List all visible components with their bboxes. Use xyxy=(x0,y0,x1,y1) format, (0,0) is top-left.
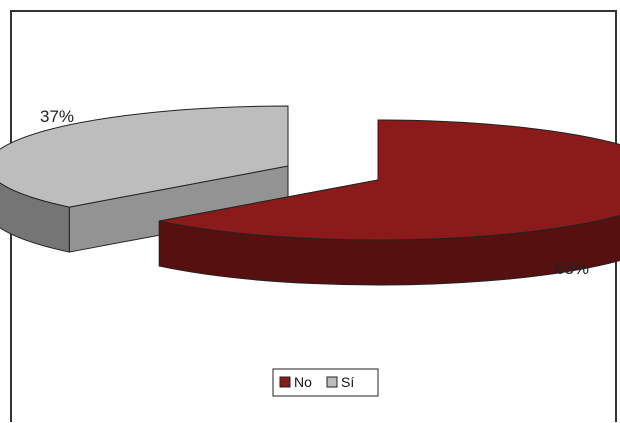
pie-slices xyxy=(0,105,620,286)
pie-top-face xyxy=(0,105,289,208)
data-label-no: 63% xyxy=(555,259,589,278)
legend-label-si: Sí xyxy=(341,374,354,390)
pie-slice-no xyxy=(158,119,620,286)
legend-swatch-no xyxy=(279,376,291,388)
legend-label-no: No xyxy=(294,374,312,390)
legend-swatch-si xyxy=(326,376,338,388)
data-label-si: 37% xyxy=(40,107,74,126)
legend: No Sí xyxy=(272,368,379,397)
pie-top-face xyxy=(159,119,620,241)
pie-slice-si xyxy=(0,105,289,253)
